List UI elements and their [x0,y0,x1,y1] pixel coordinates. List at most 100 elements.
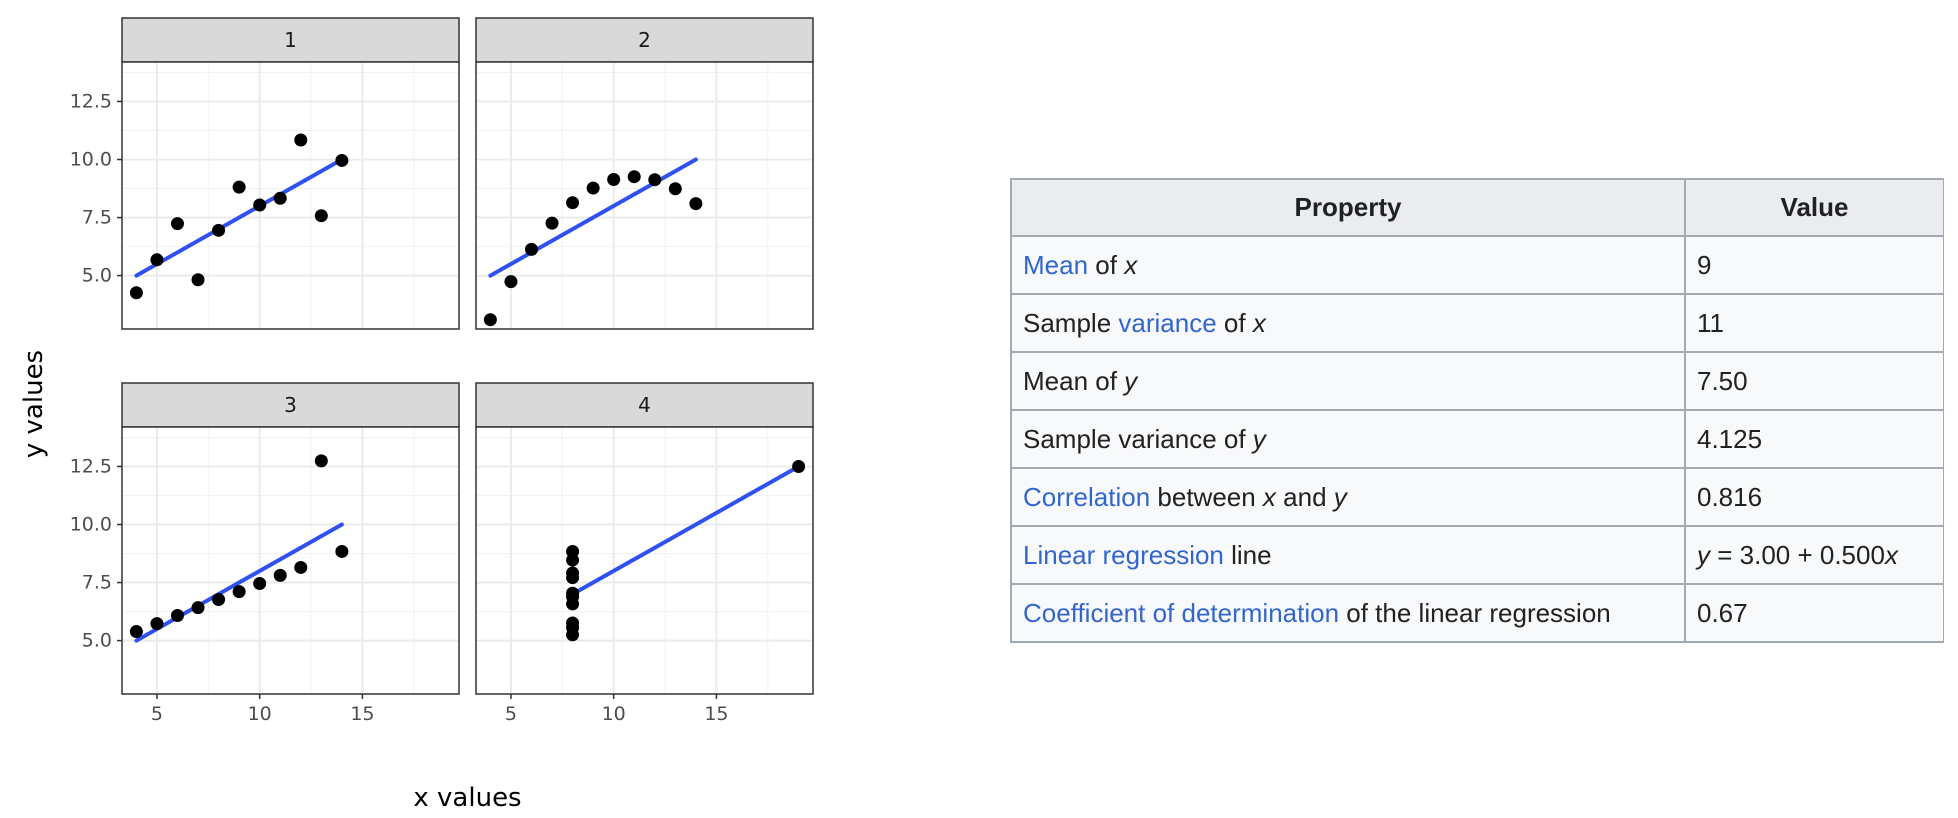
math-variable: x [1252,307,1266,338]
anscombe-faceted-scatter-chart: 1 5.0 7.5 10.0 12.5 2 3 5.0 7.5 10.0 12.5 5 10 15 4 5 10… [19,17,814,813]
data-point [566,553,580,567]
wiki-link[interactable]: Mean [1023,249,1089,280]
cell-text: Sample [1023,307,1119,338]
facet-panel-1: 1 5.0 7.5 10.0 12.5 [70,17,460,330]
math-variable: y [1124,365,1138,396]
wiki-link[interactable]: Linear regression [1023,539,1224,570]
data-point [566,566,580,580]
property-cell: Coefficient of determination of the line… [1010,583,1686,643]
table-row: Correlation between x and y 0.816 [1010,467,1945,527]
table-body: Mean of x 9 Sample variance of x 11 Mean of … [1010,235,1945,643]
facet-strip-label: 1 [284,28,297,52]
value-cell: 9 [1684,235,1945,295]
table-row: Sample variance of y 4.125 [1010,409,1945,469]
cell-text: 7.50 [1697,365,1748,396]
y-tick-label: 12.5 [70,455,112,477]
value-cell: 0.67 [1684,583,1945,643]
regression-line [570,464,801,597]
cell-text: = 3.00 + 0.500 [1710,539,1885,570]
value-cell: 0.816 [1684,467,1945,527]
cell-text: 9 [1697,249,1712,280]
x-axis-title: x values [413,783,521,813]
summary-statistics-table: Property Value Mean of x 9 Sample variance… [1010,178,1945,643]
y-axis-title: y values [19,350,49,458]
panel-background [476,427,813,694]
math-variable: y [1333,481,1347,512]
cell-text: between [1150,481,1263,512]
math-variable: x [1262,481,1276,512]
value-cell: 11 [1684,293,1945,353]
y-tick-label: 7.5 [82,207,112,229]
math-variable: y [1697,539,1710,570]
data-point [504,275,518,289]
data-point [129,625,143,639]
x-tick-label: 10 [602,703,626,725]
panel-border [475,426,814,695]
property-cell: Sample variance of x [1010,293,1686,353]
cell-text: 4.125 [1697,423,1763,454]
table-row: Linear regression line y = 3.00 + 0.500x [1010,525,1945,585]
cell-text: 0.67 [1697,597,1748,628]
facet-strip [475,17,814,63]
table-clip-edge [1944,176,1958,650]
cell-text: line [1223,539,1272,570]
data-point [232,180,246,194]
cell-text: of the linear regression [1339,597,1611,628]
data-point [648,173,662,187]
data-point [253,576,267,590]
table-row: Coefficient of determination of the line… [1010,583,1945,643]
panel-background [122,62,459,329]
property-cell: Sample variance of y [1010,409,1686,469]
facet-strip-label: 3 [284,393,297,417]
panel-background [122,427,459,694]
cell-text: 11 [1697,307,1724,338]
data-point [607,172,621,186]
data-point [335,544,349,558]
regression-line [488,157,698,278]
data-point [294,560,308,574]
y-tick-label: 5.0 [82,265,112,287]
data-point [170,217,184,231]
facet-strip [121,17,460,63]
value-cell: 7.50 [1684,351,1945,411]
data-point [273,568,287,582]
regression-line [134,522,344,643]
facet-panel-3: 3 5.0 7.5 10.0 12.5 5 10 15 [70,382,460,725]
cell-text: 0.816 [1697,481,1763,512]
facet-panel-4: 4 5 10 15 [475,382,814,725]
data-point [150,253,164,267]
facet-panel-2: 2 [475,17,814,330]
data-point [273,191,287,205]
data-point [191,273,205,287]
panel-background [476,62,813,329]
y-tick-label: 5.0 [82,630,112,652]
data-point [335,153,349,167]
math-variable: x [1124,249,1138,280]
data-point [586,181,600,195]
data-point [253,198,267,212]
wiki-link[interactable]: Coefficient of determination [1023,597,1340,628]
facet-strip [121,382,460,428]
x-tick-label: 15 [350,703,374,725]
value-cell: 4.125 [1684,409,1945,469]
data-point [566,621,580,635]
data-point [566,196,580,210]
x-tick-label: 5 [505,703,517,725]
y-tick-label: 10.0 [70,149,112,171]
data-point [566,590,580,604]
cell-text: Mean of [1023,365,1125,396]
wiki-link[interactable]: variance [1118,307,1217,338]
property-cell: Correlation between x and y [1010,467,1686,527]
cell-text: Sample variance of [1023,423,1253,454]
table-row: Mean of y 7.50 [1010,351,1945,411]
property-header: Property [1010,178,1686,237]
wiki-link[interactable]: Correlation [1023,481,1151,512]
table-row: Mean of x 9 [1010,235,1945,295]
panel-border [121,426,460,695]
x-tick-label: 10 [248,703,272,725]
facet-strip-label: 2 [638,28,651,52]
data-point [150,617,164,631]
data-point [212,593,226,607]
y-tick-label: 7.5 [82,572,112,594]
x-tick-label: 5 [151,703,163,725]
